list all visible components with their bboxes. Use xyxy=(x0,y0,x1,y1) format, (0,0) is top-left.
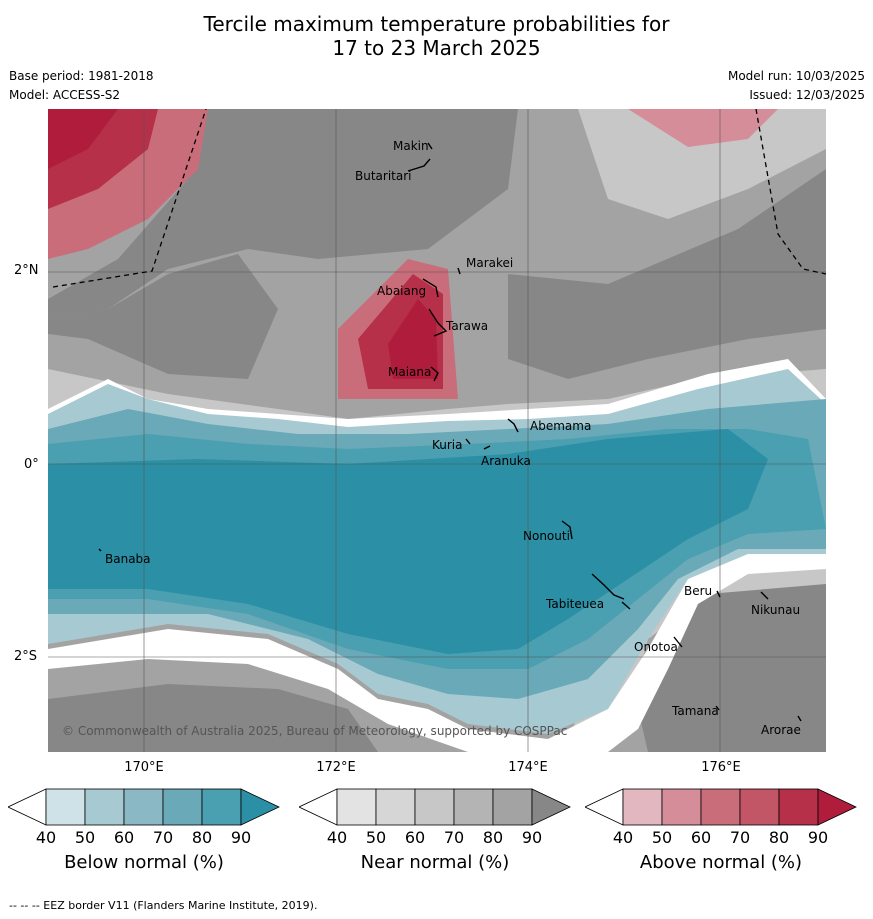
place-arorae: Arorae xyxy=(761,723,801,737)
tick-70: 70 xyxy=(152,828,174,847)
place-aranuka: Aranuka xyxy=(481,454,531,468)
near-normal-60-northeast xyxy=(578,109,826,219)
lon-label-170e: 170°E xyxy=(124,760,164,775)
tick-40: 40 xyxy=(326,828,348,847)
colorbar-near-normal xyxy=(299,788,571,826)
tick-50: 50 xyxy=(651,828,673,847)
below-normal-90-region xyxy=(48,429,768,654)
meta-left: Base period: 1981-2018 Model: ACCESS-S2 xyxy=(9,67,154,105)
eez-footer-note: -- -- -- EEZ border V11 (Flanders Marine… xyxy=(9,899,318,912)
colorbar-above-ticks: 40 50 60 70 80 90 xyxy=(585,828,857,848)
place-abaiang: Abaiang xyxy=(377,284,427,298)
map-canvas xyxy=(48,109,826,752)
place-nikunau: Nikunau xyxy=(751,603,801,617)
tick-80: 80 xyxy=(768,828,790,847)
colorbar-near-ticks: 40 50 60 70 80 90 xyxy=(299,828,571,848)
place-banaba: Banaba xyxy=(105,552,151,566)
place-onotoa: Onotoa xyxy=(634,640,678,654)
tick-60: 60 xyxy=(113,828,135,847)
tick-50: 50 xyxy=(74,828,96,847)
tick-60: 60 xyxy=(690,828,712,847)
tick-80: 80 xyxy=(191,828,213,847)
above-normal-90-tarawa xyxy=(388,299,438,379)
model-run: Model run: 10/03/2025 xyxy=(727,69,865,83)
island-outlines xyxy=(98,142,802,722)
colorbar-below-normal xyxy=(8,788,280,826)
copyright-notice: © Commonwealth of Australia 2025, Bureau… xyxy=(62,724,568,738)
lon-label-172e: 172°E xyxy=(316,760,356,775)
tick-90: 90 xyxy=(230,828,252,847)
tick-70: 70 xyxy=(729,828,751,847)
tick-40: 40 xyxy=(612,828,634,847)
above-normal-50-northeast xyxy=(628,109,778,147)
place-abemama: Abemama xyxy=(530,419,592,433)
place-tarawa: Tarawa xyxy=(446,319,489,333)
near-normal-90-north xyxy=(48,109,518,319)
place-tamana: Tamana xyxy=(672,704,719,718)
lat-label-2s: 2°S xyxy=(14,649,38,664)
tick-50: 50 xyxy=(365,828,387,847)
near-normal-90-southwest xyxy=(48,684,378,752)
colorbar-below-ticks: 40 50 60 70 80 90 xyxy=(8,828,280,848)
lon-label-176e: 176°E xyxy=(701,760,741,775)
place-nonouti: Nonouti xyxy=(523,529,570,543)
meta-right: Model run: 10/03/2025 Issued: 12/03/2025 xyxy=(728,67,865,105)
near-normal-90-east xyxy=(508,169,826,379)
colorbar-above-title: Above normal (%) xyxy=(639,852,803,873)
base-period: Base period: 1981-2018 xyxy=(9,69,154,83)
tick-70: 70 xyxy=(443,828,465,847)
place-kuria: Kuria xyxy=(432,438,463,452)
white-gap-south xyxy=(48,549,826,752)
model-name: Model: ACCESS-S2 xyxy=(9,88,121,102)
colorbar-near-title: Near normal (%) xyxy=(360,852,510,873)
colorbar-above-normal xyxy=(585,788,857,826)
tick-90: 90 xyxy=(521,828,543,847)
tick-90: 90 xyxy=(807,828,829,847)
place-marakei: Marakei xyxy=(466,256,514,270)
title-line-2: 17 to 23 March 2025 xyxy=(332,36,541,60)
place-beru: Beru xyxy=(684,584,713,598)
place-maiana: Maiana xyxy=(388,365,432,379)
title-line-1: Tercile maximum temperature probabilitie… xyxy=(203,12,670,36)
lon-label-174e: 174°E xyxy=(508,760,548,775)
issued-date: Issued: 12/03/2025 xyxy=(749,88,865,102)
place-makin: Makin xyxy=(393,139,429,153)
lat-label-2n: 2°N xyxy=(14,263,39,278)
lat-label-0: 0° xyxy=(24,457,39,472)
probability-map xyxy=(48,109,826,752)
tick-40: 40 xyxy=(35,828,57,847)
near-normal-90-northwest xyxy=(48,254,278,379)
above-normal-90-northwest xyxy=(48,109,118,169)
colorbar-below-title: Below normal (%) xyxy=(64,852,224,873)
place-tabiteuea: Tabiteuea xyxy=(546,597,605,611)
tick-80: 80 xyxy=(482,828,504,847)
place-butaritari: Butaritari xyxy=(355,169,412,183)
chart-title: Tercile maximum temperature probabilitie… xyxy=(0,12,873,60)
map-gridlines xyxy=(48,109,826,752)
tick-60: 60 xyxy=(404,828,426,847)
eez-borders xyxy=(52,109,826,288)
